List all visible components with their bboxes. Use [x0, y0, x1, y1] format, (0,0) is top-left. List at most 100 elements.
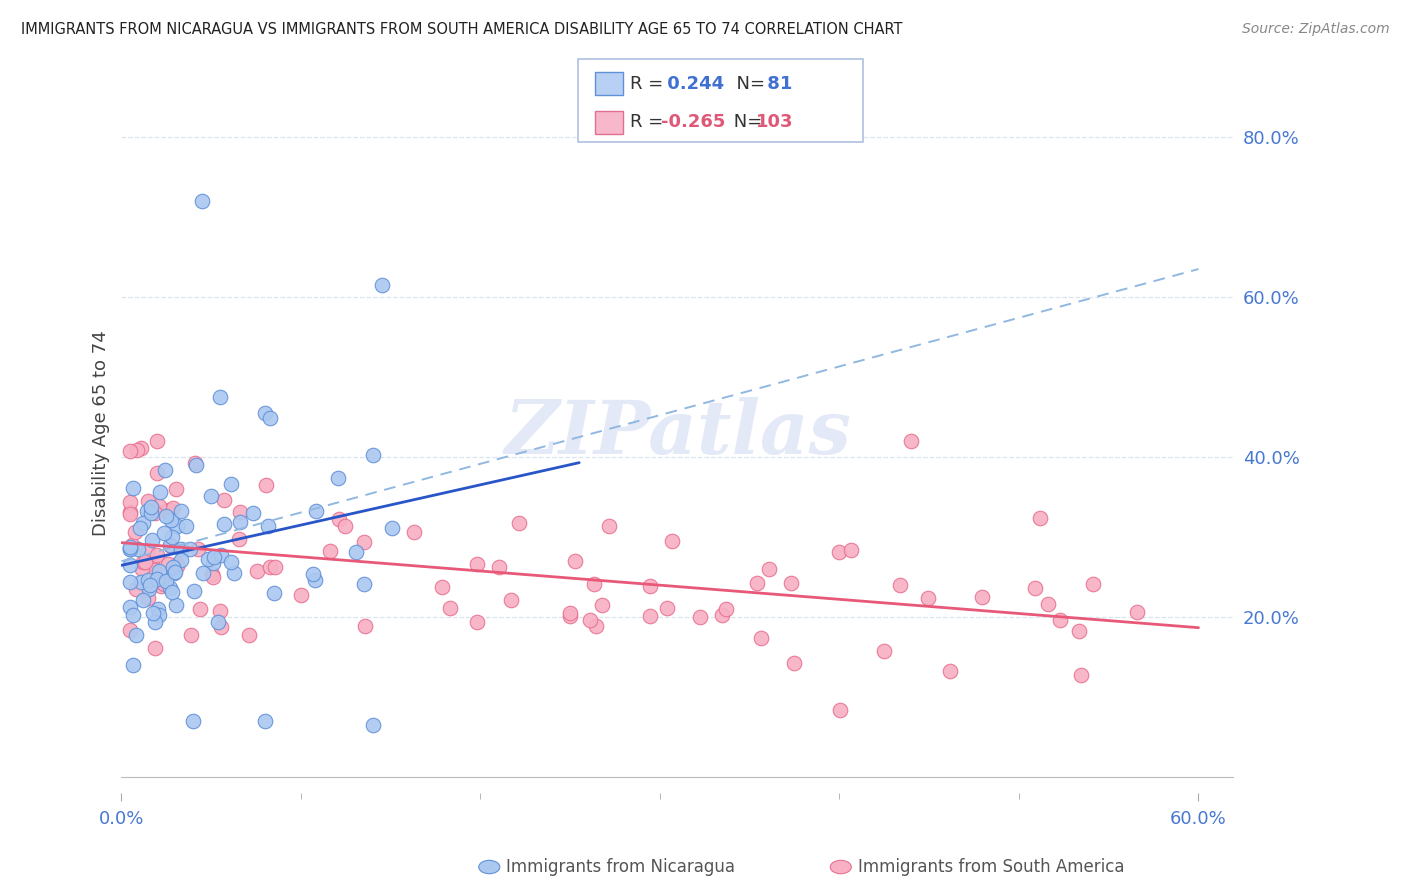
Point: [938, 664, 960, 678]
Point: [127, 541, 149, 556]
Point: [120, 623, 142, 637]
Point: [121, 538, 143, 552]
Point: [488, 559, 510, 574]
Point: [153, 463, 176, 477]
Point: [153, 526, 176, 541]
Text: IMMIGRANTS FROM NICARAGUA VS IMMIGRANTS FROM SOUTH AMERICA DISABILITY AGE 65 TO : IMMIGRANTS FROM NICARAGUA VS IMMIGRANTS …: [21, 22, 903, 37]
Point: [430, 580, 453, 594]
Point: [257, 519, 280, 533]
Point: [122, 657, 145, 672]
Point: [264, 560, 287, 574]
Point: [138, 582, 160, 597]
Point: [146, 466, 169, 480]
Text: 81: 81: [761, 75, 792, 93]
Point: [155, 574, 177, 589]
Point: [132, 555, 155, 569]
Point: [183, 584, 205, 599]
Point: [148, 608, 170, 623]
Point: [263, 585, 285, 599]
Point: [143, 506, 166, 520]
Point: [146, 548, 169, 562]
Text: Immigrants from South America: Immigrants from South America: [858, 858, 1125, 876]
Text: Source: ZipAtlas.com: Source: ZipAtlas.com: [1241, 22, 1389, 37]
Point: [120, 507, 142, 521]
Point: [560, 606, 582, 620]
Point: [655, 601, 678, 615]
Point: [174, 519, 197, 533]
Point: [751, 632, 773, 646]
Point: [165, 565, 187, 579]
Point: [564, 554, 586, 568]
Point: [120, 444, 142, 458]
Point: [120, 495, 142, 509]
Point: [166, 518, 188, 533]
Point: [134, 555, 156, 569]
Point: [200, 490, 222, 504]
Point: [1036, 597, 1059, 611]
Point: [889, 578, 911, 592]
Point: [148, 602, 170, 616]
Point: [162, 501, 184, 516]
Point: [254, 714, 277, 729]
Point: [129, 441, 152, 455]
Point: [153, 577, 176, 591]
Point: [142, 503, 165, 517]
Point: [148, 574, 170, 588]
Point: [254, 477, 277, 491]
Point: [202, 549, 225, 564]
Point: [148, 499, 170, 513]
Point: [166, 558, 188, 572]
Point: [1083, 577, 1105, 591]
Point: [508, 516, 530, 530]
Point: [558, 609, 581, 624]
Point: [120, 599, 142, 614]
Point: [228, 505, 250, 519]
Point: [304, 504, 326, 518]
Point: [371, 278, 394, 293]
Point: [120, 541, 142, 556]
Point: [361, 448, 384, 462]
Point: [139, 577, 162, 591]
Y-axis label: Disability Age 65 to 74: Disability Age 65 to 74: [93, 330, 110, 536]
Text: 0.244: 0.244: [661, 75, 724, 93]
Point: [197, 552, 219, 566]
Point: [141, 558, 163, 572]
Point: [120, 505, 142, 519]
Point: [120, 542, 142, 557]
Point: [290, 588, 312, 602]
Point: [186, 542, 208, 557]
Point: [1024, 581, 1046, 595]
Point: [141, 506, 163, 520]
Point: [326, 471, 349, 485]
Text: 103: 103: [756, 113, 794, 131]
Point: [689, 609, 711, 624]
Point: [201, 570, 224, 584]
Point: [120, 558, 142, 572]
Point: [160, 513, 183, 527]
Point: [209, 390, 232, 404]
Point: [783, 656, 806, 670]
Point: [246, 565, 269, 579]
Point: [328, 512, 350, 526]
Point: [917, 591, 939, 606]
Point: [779, 576, 801, 591]
Point: [319, 543, 342, 558]
Point: [124, 524, 146, 539]
Point: [716, 602, 738, 616]
Point: [465, 557, 488, 571]
Point: [585, 619, 607, 633]
Point: [149, 485, 172, 500]
Point: [136, 573, 159, 587]
Point: [191, 566, 214, 581]
Point: [828, 703, 851, 717]
Point: [143, 640, 166, 655]
Point: [163, 566, 186, 581]
Text: N=: N=: [728, 113, 768, 131]
Point: [1067, 624, 1090, 638]
Point: [135, 504, 157, 518]
Point: [1070, 668, 1092, 682]
Point: [146, 434, 169, 449]
Text: Immigrants from Nicaragua: Immigrants from Nicaragua: [506, 858, 735, 876]
Point: [598, 518, 620, 533]
Point: [159, 538, 181, 552]
